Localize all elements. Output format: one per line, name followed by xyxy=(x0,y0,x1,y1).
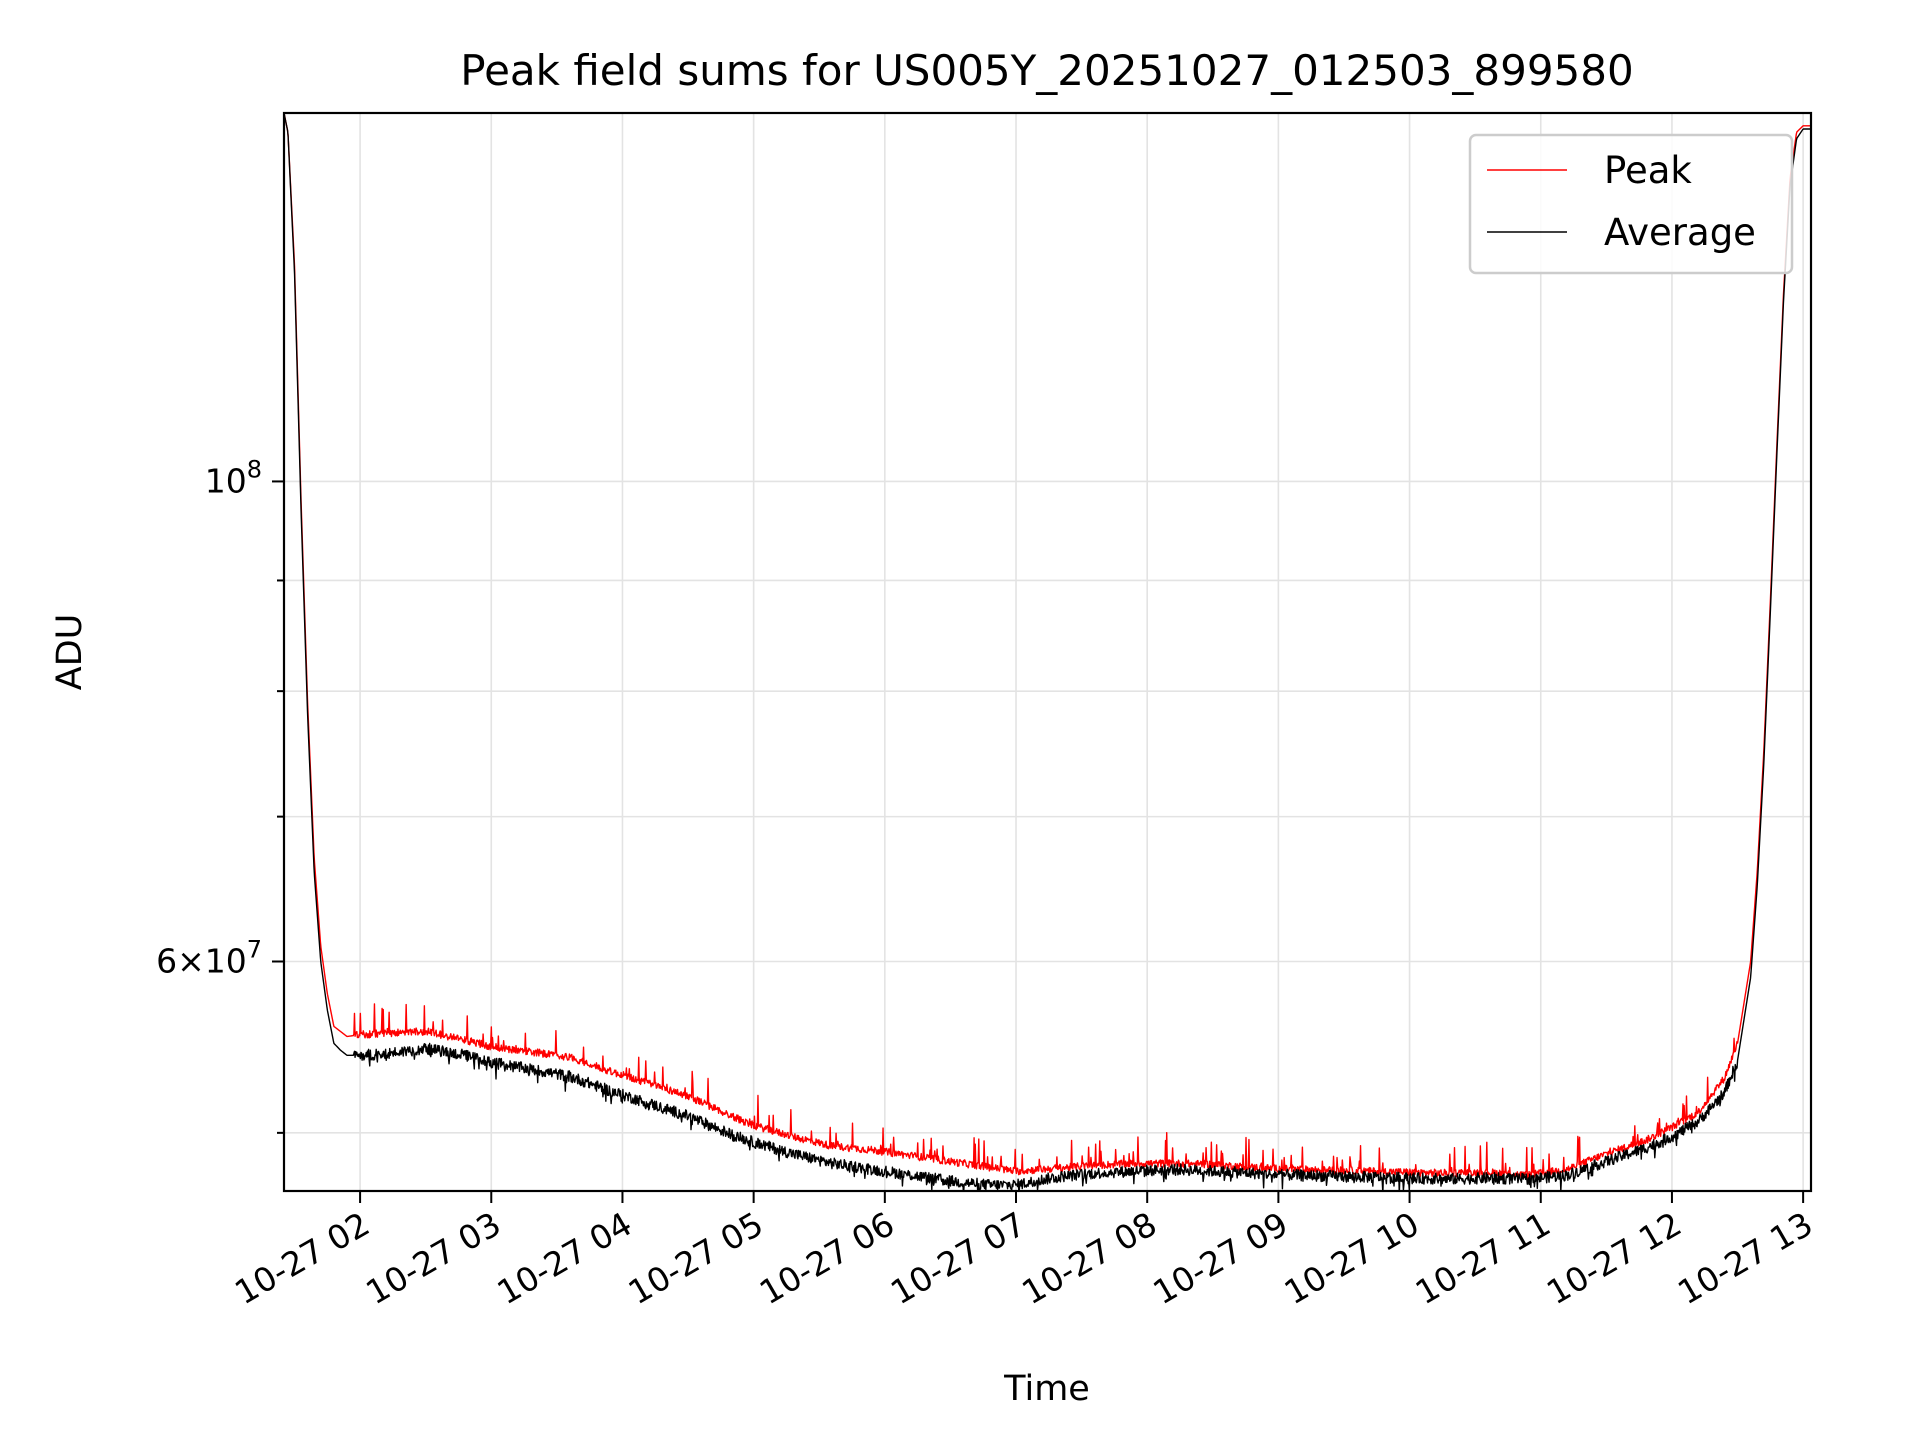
series-average-line xyxy=(284,113,1811,1191)
legend-average-label: Average xyxy=(1604,211,1756,254)
y-axis-label: ADU xyxy=(50,614,90,691)
plot-frame xyxy=(282,111,1813,1193)
y-tick-label: 108 xyxy=(205,455,262,500)
grid xyxy=(284,113,1811,1191)
legend: Peak Average xyxy=(1468,133,1794,275)
chart-title: Peak field sums for US005Y_20251027_0125… xyxy=(460,46,1633,95)
y-tick-label: 6×107 xyxy=(156,936,262,981)
series-peak-line xyxy=(284,113,1811,1180)
legend-peak-label: Peak xyxy=(1604,149,1692,192)
y-axis: 108 6×107 xyxy=(156,455,284,1134)
series-layer xyxy=(284,113,1811,1191)
x-axis-label: Time xyxy=(1003,1369,1090,1409)
